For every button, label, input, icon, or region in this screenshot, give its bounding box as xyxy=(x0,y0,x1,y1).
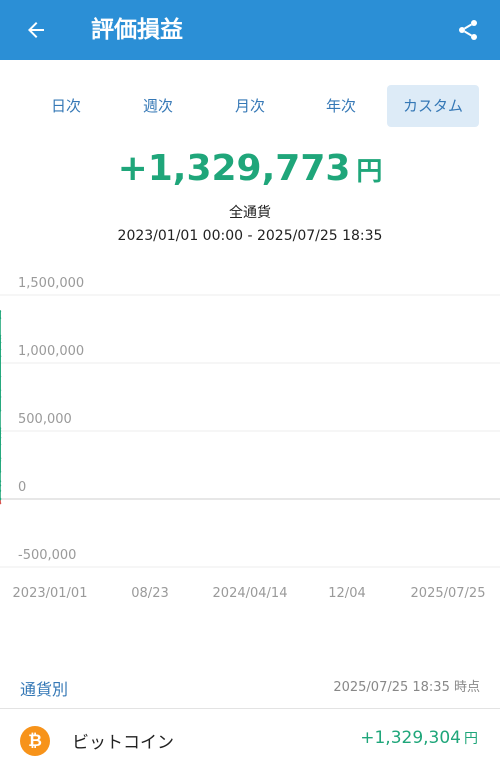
y-tick-label: 1,500,000 xyxy=(18,276,84,291)
x-tick-label: 2023/01/01 xyxy=(13,586,88,601)
currency-section-title: 通貨別 xyxy=(20,680,69,699)
share-icon xyxy=(459,20,477,40)
total-pnl: +1,329,773 円 xyxy=(0,148,500,189)
data-point xyxy=(0,341,2,344)
x-tick-label: 2024/04/14 xyxy=(213,586,288,601)
total-pnl-unit: 円 xyxy=(356,157,383,187)
page-title: 評価損益 xyxy=(91,17,183,43)
y-tick-label: 500,000 xyxy=(18,412,72,427)
y-tick-label: 1,000,000 xyxy=(18,344,84,359)
share-button[interactable] xyxy=(452,14,484,46)
pnl-chart-svg: 1,500,000 1,000,000 500,000 0 -500,000 2023/0… xyxy=(0,276,500,601)
arrow-left-icon xyxy=(28,22,44,38)
data-point xyxy=(0,489,2,493)
app-bar: 評価損益 xyxy=(0,0,500,60)
data-point xyxy=(0,395,2,399)
y-tick-label: 0 xyxy=(18,480,26,495)
currency-pnl-value: +1,329,304 xyxy=(360,728,461,748)
scope-label: 全通貨 xyxy=(229,205,271,221)
data-point xyxy=(0,409,2,412)
currency-name: ビットコイン xyxy=(72,733,174,753)
data-point xyxy=(0,443,2,446)
back-button[interactable] xyxy=(20,14,52,46)
data-point xyxy=(0,355,2,358)
currency-row-bitcoin[interactable]: ₿ ビットコイン +1,329,304 円 xyxy=(0,716,500,768)
y-tick-label: -500,000 xyxy=(18,548,76,563)
tab-daily[interactable]: 日次 xyxy=(50,97,81,115)
x-tick-label: 2025/07/25 xyxy=(411,586,486,601)
data-point xyxy=(0,497,2,501)
data-point xyxy=(0,480,2,483)
pnl-chart: 1,500,000 1,000,000 500,000 0 -500,000 2023/0… xyxy=(0,270,500,610)
period-tabs: 日次 週次 月次 年次 カスタム xyxy=(0,85,500,127)
data-point xyxy=(0,429,2,433)
data-point xyxy=(0,337,2,340)
data-point xyxy=(0,389,2,392)
data-point xyxy=(0,459,2,463)
data-point xyxy=(0,501,2,505)
tab-weekly[interactable]: 週次 xyxy=(142,97,173,115)
tab-monthly[interactable]: 月次 xyxy=(234,97,265,115)
currency-pnl: +1,329,304 円 xyxy=(360,728,478,748)
tab-yearly[interactable]: 年次 xyxy=(325,97,356,115)
data-point xyxy=(0,316,2,320)
data-point xyxy=(0,436,2,439)
currency-section-timestamp: 2025/07/25 18:35 時点 xyxy=(333,680,480,695)
period-label: 2023/01/01 00:00 - 2025/07/25 18:35 xyxy=(117,228,383,244)
data-point xyxy=(0,348,2,351)
data-point xyxy=(0,375,2,378)
data-point xyxy=(0,484,2,487)
data-point xyxy=(0,432,2,435)
bitcoin-icon: ₿ xyxy=(20,726,50,756)
currency-pnl-unit: 円 xyxy=(464,731,478,747)
data-point xyxy=(0,457,2,460)
currency-section-header: 通貨別 2025/07/25 18:35 時点 xyxy=(0,668,500,709)
total-pnl-value: +1,329,773 xyxy=(117,148,351,189)
data-point xyxy=(0,334,2,337)
tab-custom[interactable]: カスタム xyxy=(387,85,479,127)
data-point xyxy=(0,427,2,430)
x-tick-label: 12/04 xyxy=(328,586,365,601)
data-point xyxy=(0,310,2,313)
x-tick-label: 08/23 xyxy=(131,586,168,601)
data-point xyxy=(0,470,2,473)
